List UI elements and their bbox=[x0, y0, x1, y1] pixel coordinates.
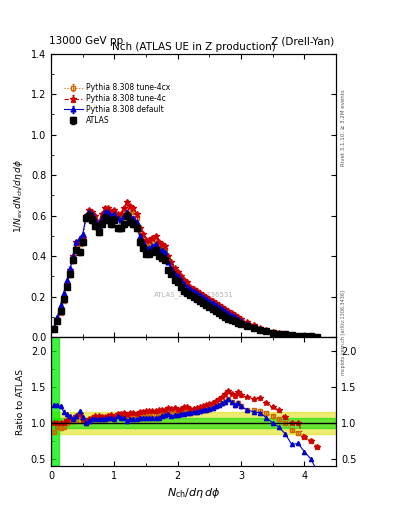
Text: ATLAS_2019_I1736531: ATLAS_2019_I1736531 bbox=[154, 291, 233, 298]
Y-axis label: Ratio to ATLAS: Ratio to ATLAS bbox=[16, 369, 25, 435]
Title: Nch (ATLAS UE in Z production): Nch (ATLAS UE in Z production) bbox=[112, 41, 275, 52]
Text: mcplots.cern.ch [arXiv:1306.3436]: mcplots.cern.ch [arXiv:1306.3436] bbox=[341, 290, 346, 375]
Bar bbox=[51, 412, 336, 434]
Y-axis label: $1/N_{\rm ev}\,dN_{\rm ch}/d\eta\,d\phi$: $1/N_{\rm ev}\,dN_{\rm ch}/d\eta\,d\phi$ bbox=[12, 158, 25, 232]
Text: Z (Drell-Yan): Z (Drell-Yan) bbox=[271, 36, 334, 46]
Legend: Pythia 8.308 tune-4cx, Pythia 8.308 tune-4c, Pythia 8.308 default, ATLAS: Pythia 8.308 tune-4cx, Pythia 8.308 tune… bbox=[61, 80, 173, 128]
Text: 13000 GeV pp: 13000 GeV pp bbox=[50, 36, 123, 46]
Bar bbox=[51, 418, 336, 428]
X-axis label: $N_{\rm ch}/d\eta\,d\phi$: $N_{\rm ch}/d\eta\,d\phi$ bbox=[167, 486, 220, 500]
Text: Rivet 3.1.10, ≥ 3.2M events: Rivet 3.1.10, ≥ 3.2M events bbox=[341, 90, 346, 166]
